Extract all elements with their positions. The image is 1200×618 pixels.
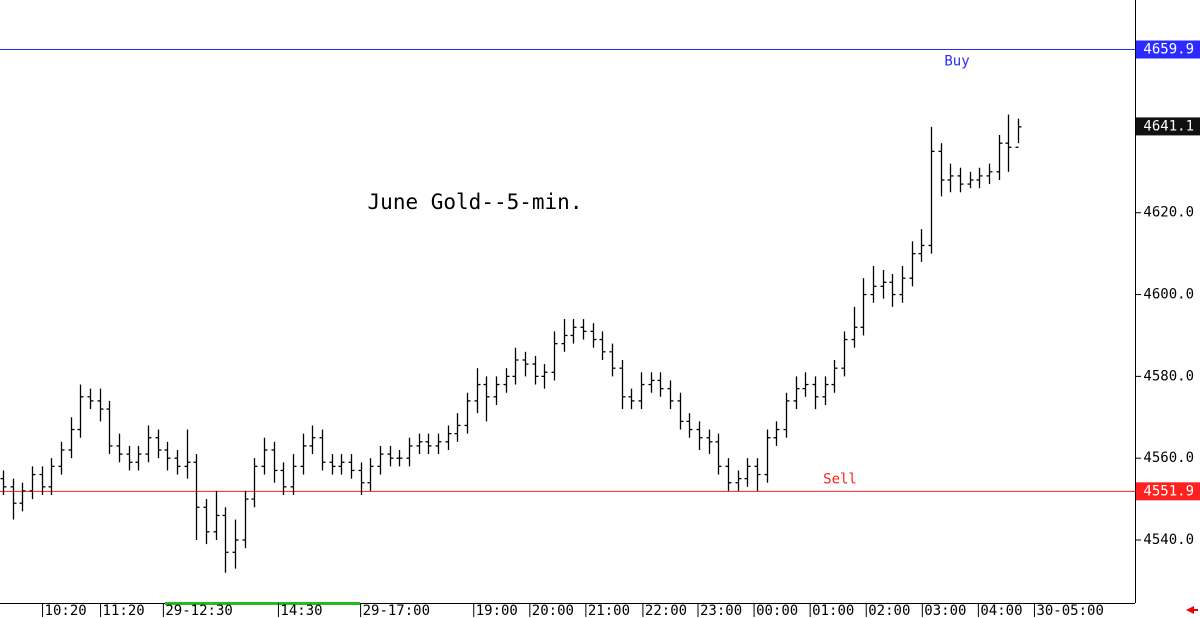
- level-value: 4551.9: [1143, 483, 1194, 499]
- x-tick-label: 10:20: [45, 603, 87, 618]
- x-tick-label: 00:00: [756, 603, 798, 618]
- y-tick-label: 4560.0: [1143, 450, 1194, 466]
- x-tick-label: 30-05:00: [1036, 603, 1103, 618]
- x-tick-label: 29-12:30: [165, 603, 232, 618]
- x-tick-label: 20:00: [532, 603, 574, 618]
- level-box: [1136, 482, 1200, 501]
- y-tick-label: 4600.0: [1143, 287, 1194, 303]
- x-tick-label: 23:00: [700, 603, 742, 618]
- level-name: Buy: [944, 54, 969, 70]
- x-tick-label: 01:00: [812, 603, 854, 618]
- scroll-arrow: [1186, 606, 1198, 614]
- x-tick-label: 21:00: [588, 603, 630, 618]
- x-tick-label: 02:00: [868, 603, 910, 618]
- x-tick-label: 04:00: [980, 603, 1022, 618]
- x-tick-label: 14:30: [280, 603, 322, 618]
- level-value: 4659.9: [1143, 42, 1194, 58]
- y-tick-label: 4580.0: [1143, 368, 1194, 384]
- last-price-label: 4641.1: [1143, 118, 1194, 134]
- level-box: [1136, 40, 1200, 59]
- level-name: Sell: [823, 471, 857, 487]
- chart-title: June Gold--5-min.: [368, 190, 583, 214]
- x-tick-label: 22:00: [645, 603, 687, 618]
- x-tick-label: 19:00: [476, 603, 518, 618]
- last-price-box: [1136, 117, 1200, 136]
- y-tick-label: 4620.0: [1143, 205, 1194, 221]
- x-tick-label: 03:00: [924, 603, 966, 618]
- x-tick-label: 11:20: [103, 603, 145, 618]
- y-tick-label: 4540.0: [1143, 532, 1194, 548]
- x-tick-label: 29-17:00: [363, 603, 430, 618]
- session-highlight: [165, 602, 360, 605]
